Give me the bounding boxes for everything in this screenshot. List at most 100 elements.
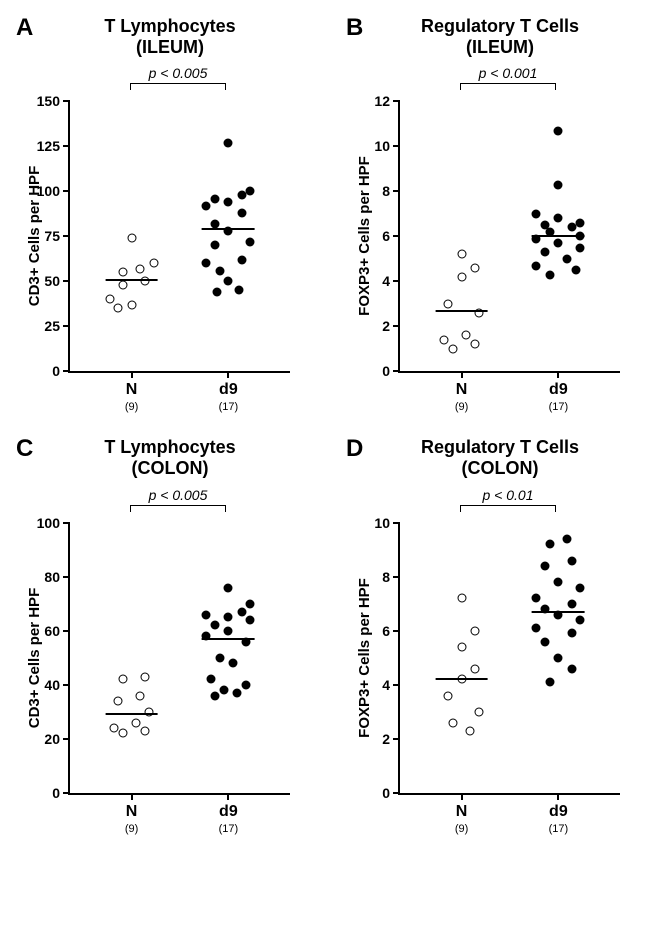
data-point [541,561,550,570]
data-point [567,223,576,232]
data-point [132,718,141,727]
x-tick-label: N(9) [455,371,468,413]
data-point [136,264,145,273]
data-point [118,280,127,289]
data-point [532,624,541,633]
data-point [114,696,123,705]
panel-letter: A [16,14,33,42]
y-axis-label: FOXP3+ Cells per HPF [356,578,373,738]
y-tick-label: 75 [44,228,70,244]
x-tick-label: d9(17) [549,371,569,413]
figure-grid: AT Lymphocytes(ILEUM) p < 0.005 CD3+ Cells… [10,10,650,843]
data-point [457,594,466,603]
data-point [206,675,215,684]
panel-title-line2: (ILEUM) [10,37,330,58]
data-point [114,304,123,313]
chart-area: p < 0.005 CD3+ Cells per HPF020406080100N… [68,487,310,793]
plot: CD3+ Cells per HPF020406080100N(9)d9(17) [68,523,290,795]
data-point [220,686,229,695]
plot: FOXP3+ Cells per HPF024681012N(9)d9(17) [398,101,620,373]
p-bracket: p < 0.005 [130,487,227,512]
data-point [466,726,475,735]
mean-bar [532,611,585,613]
data-point [237,607,246,616]
plot: FOXP3+ Cells per HPF0246810N(9)d9(17) [398,523,620,795]
panel-title: Regulatory T Cells(COLON) [340,437,650,478]
y-axis-label: FOXP3+ Cells per HPF [356,157,373,317]
data-point [541,637,550,646]
x-tick-label: d9(17) [549,793,569,835]
y-axis-label: CD3+ Cells per HPF [26,588,43,728]
data-point [470,664,479,673]
plot: CD3+ Cells per HPF0255075100125150N(9)d9… [68,101,290,373]
panel-title: T Lymphocytes(ILEUM) [10,16,330,57]
data-point [149,259,158,268]
p-value: p < 0.005 [130,65,227,81]
y-tick-label: 50 [44,273,70,289]
y-tick-label: 6 [382,228,400,244]
chart-area: p < 0.005 CD3+ Cells per HPF0255075100125… [68,65,310,371]
data-point [242,680,251,689]
data-point [215,266,224,275]
data-point [127,300,136,309]
y-tick-label: 0 [382,785,400,801]
data-point [545,678,554,687]
data-point [545,540,554,549]
panel-title-line1: Regulatory T Cells [340,16,650,37]
y-tick-label: 40 [44,677,70,693]
data-point [545,270,554,279]
y-tick-label: 0 [382,363,400,379]
data-point [567,629,576,638]
y-tick-label: 80 [44,569,70,585]
p-bar [460,505,557,512]
chart-area: p < 0.01 FOXP3+ Cells per HPF0246810N(9)d… [398,487,640,793]
mean-bar [105,713,158,715]
data-point [457,272,466,281]
y-tick-label: 2 [382,318,400,334]
y-tick-label: 4 [382,273,400,289]
data-point [554,126,563,135]
data-point [224,138,233,147]
y-tick-label: 6 [382,623,400,639]
panel-title-line2: (ILEUM) [340,37,650,58]
panel-B: BRegulatory T Cells(ILEUM)p < 0.001FOXP3… [340,10,650,421]
data-point [470,263,479,272]
data-point [140,726,149,735]
data-point [444,691,453,700]
data-point [567,599,576,608]
y-tick-label: 0 [52,363,70,379]
p-value: p < 0.01 [460,487,557,503]
y-tick-label: 20 [44,731,70,747]
y-tick-label: 4 [382,677,400,693]
panel-A: AT Lymphocytes(ILEUM) p < 0.005 CD3+ Cells… [10,10,330,421]
data-point [127,234,136,243]
data-point [576,615,585,624]
data-point [202,259,211,268]
x-tick-label: d9(17) [219,371,239,413]
mean-bar [202,638,255,640]
data-point [224,277,233,286]
y-tick-label: 60 [44,623,70,639]
panel-title: T Lymphocytes(COLON) [10,437,330,478]
data-point [211,241,220,250]
y-tick-label: 100 [37,515,70,531]
data-point [532,209,541,218]
data-point [563,534,572,543]
data-point [567,556,576,565]
data-point [237,190,246,199]
panel-letter: B [346,14,363,42]
panel-title-line2: (COLON) [340,458,650,479]
data-point [228,659,237,668]
data-point [118,729,127,738]
y-tick-label: 8 [382,569,400,585]
data-point [110,723,119,732]
mean-bar [105,279,158,281]
panel-title-line1: Regulatory T Cells [340,437,650,458]
p-bar [130,83,227,90]
data-point [224,583,233,592]
data-point [554,180,563,189]
y-tick-label: 10 [374,515,400,531]
data-point [140,672,149,681]
data-point [211,219,220,228]
mean-bar [532,235,585,237]
